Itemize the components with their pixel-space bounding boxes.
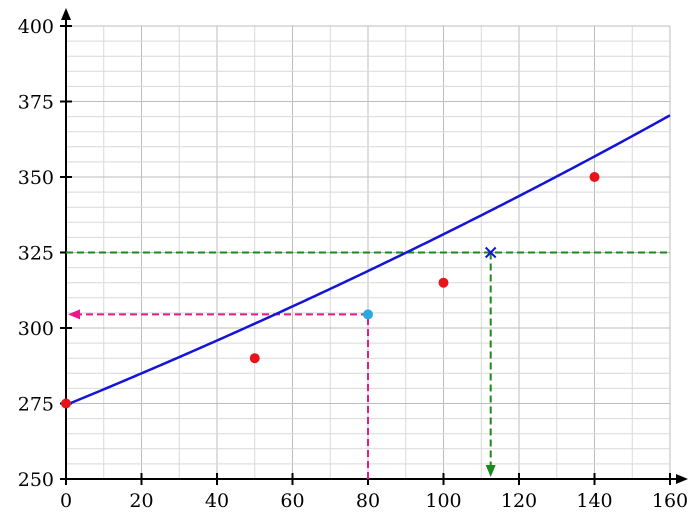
x-tick-label: 140: [576, 490, 612, 512]
x-tick-label: 20: [129, 490, 153, 512]
x-tick-label: 120: [501, 490, 537, 512]
data-point: [589, 172, 600, 182]
guide-lines: [66, 251, 670, 479]
y-tick-label: 275: [18, 394, 54, 416]
x-tick-label: 160: [652, 490, 688, 512]
x-tick-label: 40: [205, 490, 229, 512]
pink-arrowhead: [68, 309, 80, 320]
marked-point-cross: [484, 246, 497, 259]
data-point: [438, 277, 449, 288]
y-axis-arrow: [61, 8, 71, 20]
y-tick-label: 400: [18, 16, 54, 38]
x-tick-label: 60: [280, 490, 304, 512]
marked-point-stroke: [484, 246, 497, 259]
fit-curve: [65, 114, 671, 407]
x-tick-label: 80: [356, 490, 380, 512]
x-axis-arrow: [676, 474, 688, 484]
x-tick-label: 0: [60, 490, 72, 512]
y-tick-label: 325: [18, 243, 54, 265]
y-tick-label: 375: [18, 92, 54, 114]
y-tick-label: 300: [18, 318, 54, 340]
highlight-point: [363, 309, 373, 320]
axes: [60, 8, 688, 485]
fit-curve-layer: [65, 114, 671, 407]
data-point: [61, 398, 71, 409]
y-tick-label: 250: [18, 469, 54, 491]
tick-labels: 0 20 40 60 80 100 120 140 160 250 275 300 325 350 375 4…: [18, 16, 688, 512]
data-point: [249, 353, 260, 364]
points-layer: [61, 172, 600, 409]
green-arrowhead: [485, 465, 496, 477]
y-tick-label: 350: [18, 167, 54, 189]
x-tick-label: 100: [425, 490, 461, 512]
